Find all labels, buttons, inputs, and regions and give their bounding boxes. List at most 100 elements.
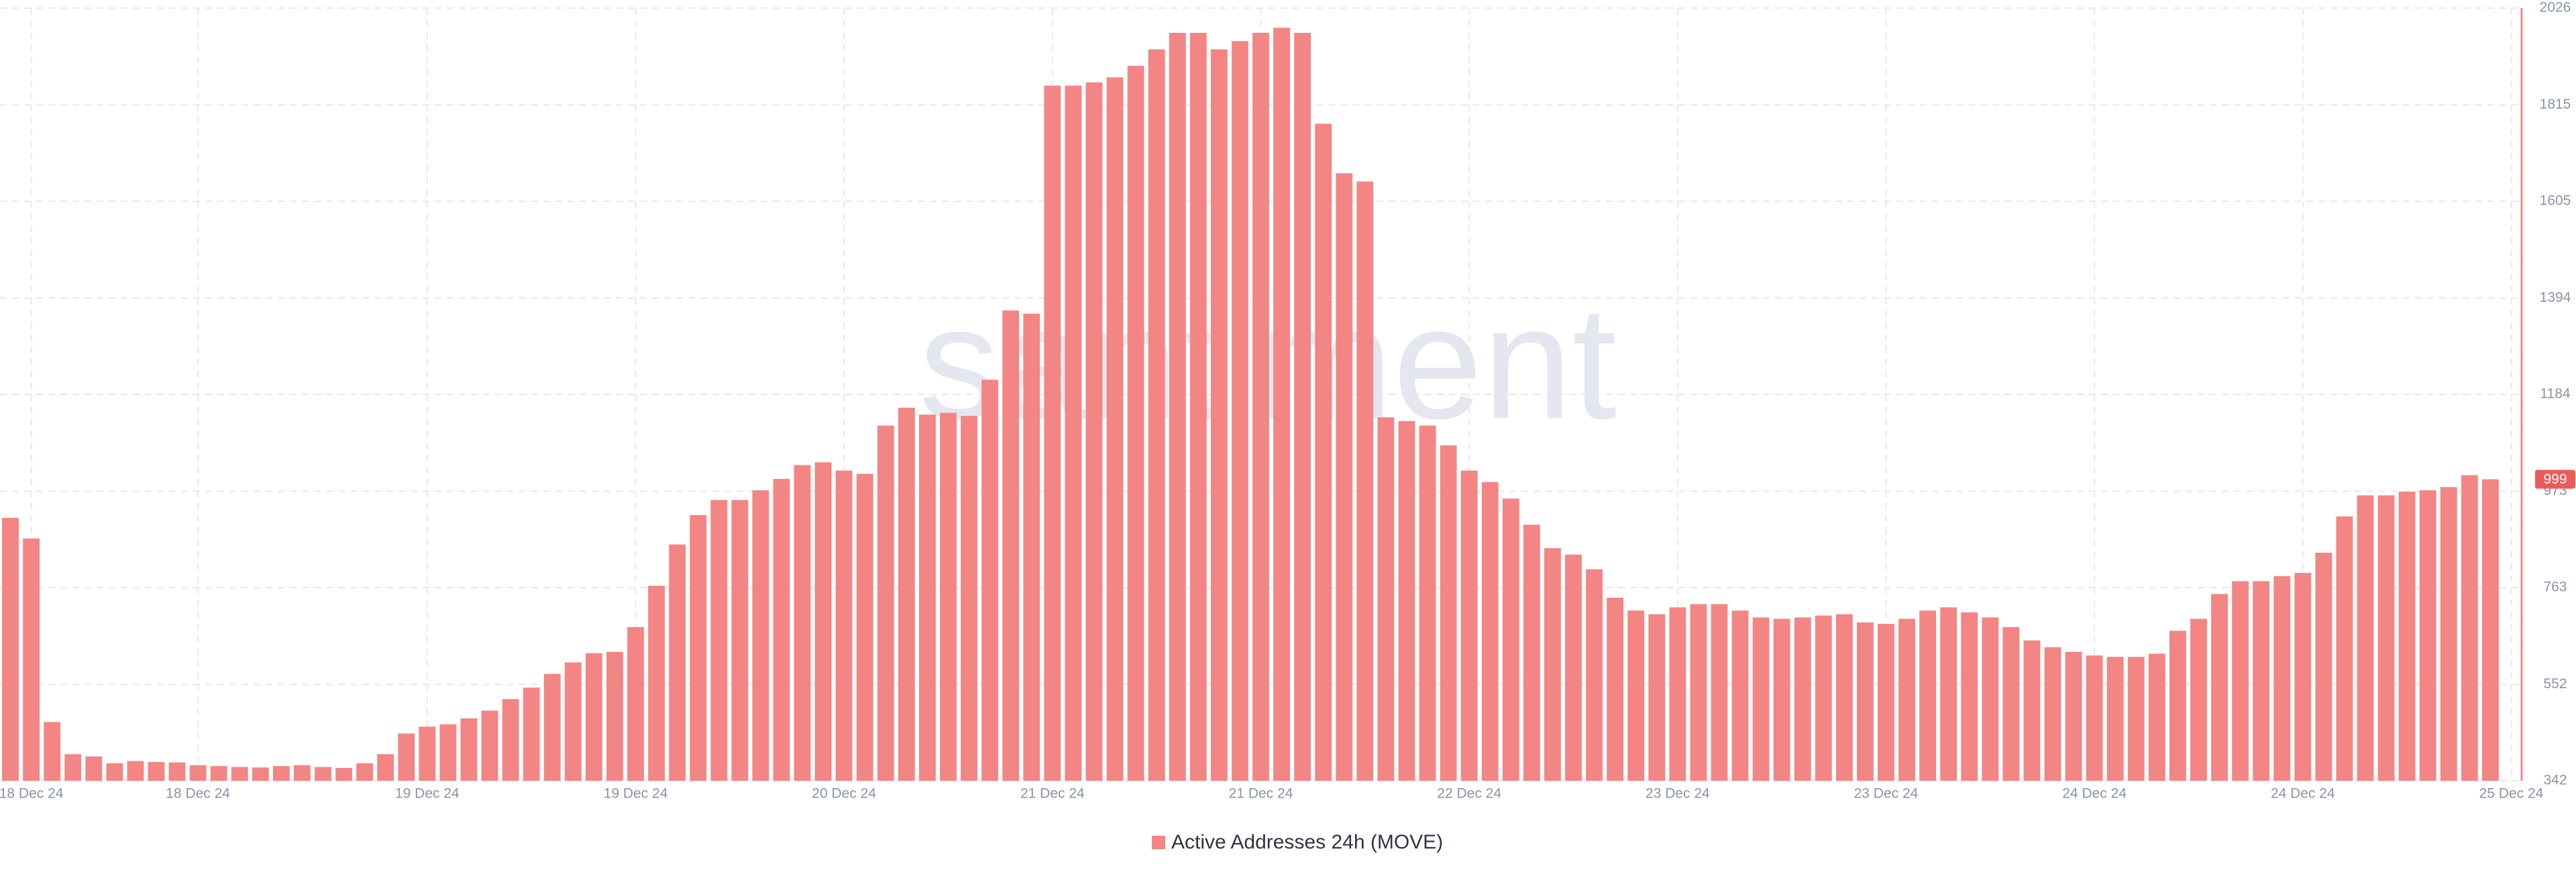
bar (835, 470, 853, 781)
x-tick-label: 22 Dec 24 (1437, 786, 1501, 802)
bar (2148, 653, 2165, 781)
bar (1878, 624, 1894, 781)
bar (315, 767, 331, 781)
bar (1961, 612, 1978, 781)
y-tick-label: 2026 (2540, 0, 2571, 15)
bar (2440, 487, 2457, 781)
bar (85, 756, 103, 781)
y-tick-label: 552 (2543, 676, 2567, 692)
bar (1460, 470, 1478, 781)
bar (419, 726, 436, 781)
bar (627, 626, 644, 781)
bar (1419, 425, 1436, 781)
bar (2336, 516, 2353, 781)
bar (1856, 622, 1874, 781)
bar (1169, 32, 1186, 781)
x-tick-label: 24 Dec 24 (2062, 786, 2127, 802)
bar (356, 763, 374, 781)
bar (2211, 594, 2228, 781)
bar (1210, 49, 1228, 781)
y-tick-label: 1815 (2540, 97, 2571, 112)
bar (294, 765, 311, 781)
bar (1252, 32, 1269, 781)
bar (1711, 604, 1728, 781)
bar (2315, 553, 2332, 781)
bar (2106, 657, 2124, 781)
bar (1336, 173, 1353, 781)
bar (2190, 618, 2207, 781)
bar (794, 465, 811, 781)
bar (1773, 618, 1790, 781)
bar (2419, 490, 2436, 781)
bar (1377, 417, 1395, 781)
y-tick-label: 342 (2543, 773, 2567, 788)
bar (2044, 647, 2061, 781)
bar (1085, 82, 1103, 781)
bar (106, 763, 123, 781)
bar (1294, 32, 1311, 781)
bar (1023, 313, 1040, 781)
bar (1440, 445, 1457, 781)
bar (731, 500, 749, 781)
bar (335, 767, 353, 781)
bar (210, 766, 227, 781)
bar (752, 490, 769, 781)
bar (481, 710, 498, 781)
bar (2294, 573, 2312, 781)
bar (981, 380, 999, 781)
x-tick-label: 20 Dec 24 (812, 786, 876, 802)
x-tick-label: 19 Dec 24 (395, 786, 460, 802)
bar (1065, 85, 1082, 781)
bar (710, 500, 728, 781)
x-tick-label: 25 Dec 24 (2479, 786, 2544, 802)
bar (1586, 569, 1603, 781)
bar (961, 416, 978, 781)
bar (398, 733, 415, 781)
bar (2169, 631, 2186, 781)
bar (1919, 610, 1937, 781)
bar (1669, 607, 1686, 781)
x-tick-label: 24 Dec 24 (2271, 786, 2335, 802)
bar (1940, 607, 1957, 781)
bar (1794, 617, 1811, 781)
bar (1690, 604, 1707, 781)
current-value-label: 999 (2543, 472, 2567, 487)
bar (1565, 554, 1582, 781)
bar (1523, 525, 1540, 781)
bar (2127, 657, 2145, 781)
bar (2023, 640, 2041, 781)
bar (523, 688, 540, 781)
bar (1898, 618, 1915, 781)
bar (898, 407, 915, 781)
bar (168, 762, 186, 781)
bar (2357, 495, 2374, 781)
bar (2002, 626, 2020, 781)
bar (2481, 479, 2499, 781)
x-tick-label: 23 Dec 24 (1854, 786, 1919, 802)
bar (877, 425, 894, 781)
bar (231, 767, 248, 781)
bar (23, 538, 40, 781)
bar (1106, 77, 1124, 781)
bar (1835, 614, 1853, 781)
bar (377, 754, 394, 781)
bar (272, 766, 290, 781)
bar (2232, 581, 2249, 781)
bar (564, 662, 582, 781)
bar (189, 765, 207, 781)
bar (1481, 482, 1499, 781)
bar (2377, 495, 2395, 781)
bar (648, 586, 665, 781)
bar (127, 761, 144, 781)
x-tick-label: 19 Dec 24 (604, 786, 668, 802)
bar (1232, 41, 1248, 781)
x-tick-label: 18 Dec 24 (0, 786, 64, 802)
bar (2273, 576, 2291, 781)
bar (439, 724, 457, 781)
legend-label: Active Addresses 24h (MOVE) (1171, 831, 1443, 853)
bar (1648, 614, 1666, 781)
bar (1982, 617, 1999, 781)
bar (252, 767, 269, 781)
y-tick-label: 1605 (2540, 193, 2571, 209)
bar (1502, 498, 1519, 781)
